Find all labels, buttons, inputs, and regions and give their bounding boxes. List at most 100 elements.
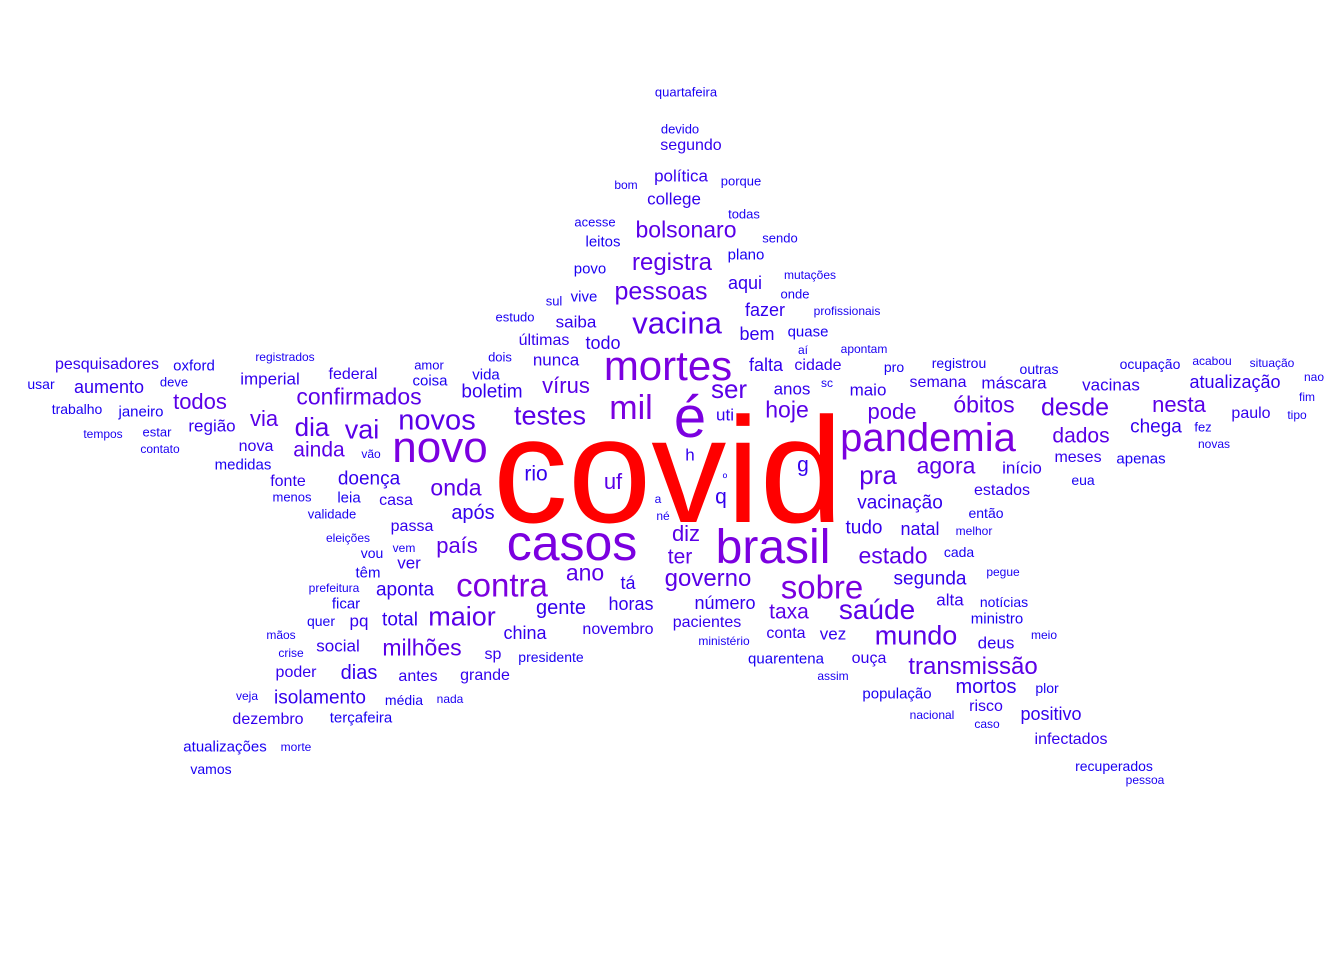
word-2: casos bbox=[506, 515, 638, 571]
word-124: oxford bbox=[173, 357, 215, 375]
word-4: novo bbox=[392, 423, 488, 472]
word-143: cada bbox=[943, 544, 975, 560]
word-117: apenas bbox=[1116, 450, 1166, 468]
word-166: validade bbox=[307, 506, 357, 522]
word-21: ser bbox=[710, 374, 748, 404]
word-68: todo bbox=[585, 333, 621, 353]
word-7: mil bbox=[609, 389, 653, 427]
word-162: onde bbox=[780, 286, 810, 302]
word-88: h bbox=[685, 445, 695, 465]
word-187: eleições bbox=[325, 531, 371, 545]
word-145: eua bbox=[1071, 472, 1095, 488]
word-167: amor bbox=[414, 357, 444, 373]
word-127: ministro bbox=[970, 610, 1024, 628]
word-93: quarentena bbox=[748, 650, 824, 668]
word-151: ocupação bbox=[1119, 356, 1181, 372]
word-16: vai bbox=[344, 414, 380, 445]
word-95: vez bbox=[819, 624, 847, 644]
word-138: trabalho bbox=[51, 401, 103, 417]
word-193: morte bbox=[280, 740, 312, 754]
word-176: nao bbox=[1303, 370, 1325, 384]
word-144: então bbox=[968, 505, 1004, 521]
word-102: antes bbox=[398, 668, 438, 685]
word-203: né bbox=[656, 509, 670, 523]
word-123: medidas bbox=[214, 456, 272, 474]
word-32: ano bbox=[565, 559, 605, 586]
word-91: alta bbox=[936, 590, 964, 610]
word-126: população bbox=[862, 685, 932, 703]
word-62: natal bbox=[900, 519, 940, 539]
word-146: quer bbox=[306, 613, 336, 629]
word-197: nacional bbox=[909, 708, 955, 722]
word-56: vacinação bbox=[857, 492, 943, 514]
word-129: terçafeira bbox=[329, 709, 393, 727]
word-177: situação bbox=[1249, 356, 1295, 370]
word-141: vamos bbox=[190, 761, 232, 777]
word-80: semana bbox=[909, 374, 967, 391]
word-201: melhor bbox=[955, 524, 993, 538]
word-105: últimas bbox=[518, 332, 570, 349]
word-14: mundo bbox=[874, 620, 958, 651]
word-37: nesta bbox=[1152, 392, 1206, 417]
word-64: falta bbox=[748, 355, 784, 375]
word-67: china bbox=[503, 623, 547, 643]
word-46: taxa bbox=[769, 600, 809, 624]
word-175: fim bbox=[1299, 390, 1315, 404]
word-111: casa bbox=[379, 492, 413, 509]
word-0: covid bbox=[492, 386, 844, 554]
word-28: estado bbox=[858, 542, 928, 569]
word-18: pessoas bbox=[614, 277, 708, 306]
word-41: diz bbox=[671, 521, 701, 546]
word-92: estados bbox=[973, 482, 1031, 499]
word-131: vida bbox=[472, 366, 500, 384]
word-152: recuperados bbox=[1075, 758, 1153, 774]
word-57: chega bbox=[1130, 416, 1182, 438]
word-128: presidente bbox=[518, 649, 584, 665]
word-23: registra bbox=[631, 249, 713, 276]
word-172: contato bbox=[140, 442, 180, 456]
word-133: têm bbox=[355, 564, 381, 582]
word-70: bem bbox=[739, 324, 775, 344]
word-20: pra bbox=[859, 460, 897, 490]
word-47: rio bbox=[524, 462, 548, 486]
word-27: óbitos bbox=[953, 391, 1015, 418]
word-178: acabou bbox=[1192, 354, 1232, 368]
word-94: ouça bbox=[851, 650, 887, 667]
word-9: sobre bbox=[780, 568, 864, 606]
word-148: pro bbox=[883, 359, 905, 375]
word-85: social bbox=[316, 636, 360, 656]
word-53: após bbox=[451, 502, 495, 524]
word-169: estar bbox=[142, 424, 172, 440]
word-48: g bbox=[797, 453, 809, 477]
word-51: dias bbox=[340, 662, 378, 684]
word-8: contra bbox=[456, 566, 548, 604]
word-163: estudo bbox=[495, 309, 535, 325]
word-202: pessoa bbox=[1125, 773, 1165, 787]
word-1: é bbox=[673, 385, 707, 450]
word-110: sp bbox=[484, 646, 502, 663]
word-49: mortos bbox=[955, 676, 1017, 698]
word-100: pesquisadores bbox=[54, 356, 160, 373]
word-77: região bbox=[188, 416, 236, 436]
word-89: deus bbox=[977, 633, 1015, 653]
word-171: tempos bbox=[83, 427, 123, 441]
word-180: mutações bbox=[783, 268, 837, 282]
word-71: aqui bbox=[727, 273, 763, 293]
word-119: fonte bbox=[270, 473, 306, 490]
word-10: vacina bbox=[632, 305, 722, 341]
word-3: brasil bbox=[715, 521, 831, 574]
word-139: janeiro bbox=[118, 403, 164, 421]
word-43: ter bbox=[667, 545, 693, 569]
word-17: dia bbox=[294, 412, 330, 442]
word-140: usar bbox=[27, 376, 55, 392]
word-59: total bbox=[382, 609, 418, 631]
word-39: via bbox=[249, 406, 279, 431]
word-134: vive bbox=[570, 288, 598, 306]
word-156: todas bbox=[728, 206, 760, 222]
word-200: pegue bbox=[986, 565, 1020, 579]
word-195: assim bbox=[817, 669, 849, 683]
word-136: leitos bbox=[585, 233, 621, 251]
word-69: fazer bbox=[744, 300, 786, 320]
word-153: plor bbox=[1035, 680, 1059, 696]
word-84: imperial bbox=[240, 369, 300, 389]
